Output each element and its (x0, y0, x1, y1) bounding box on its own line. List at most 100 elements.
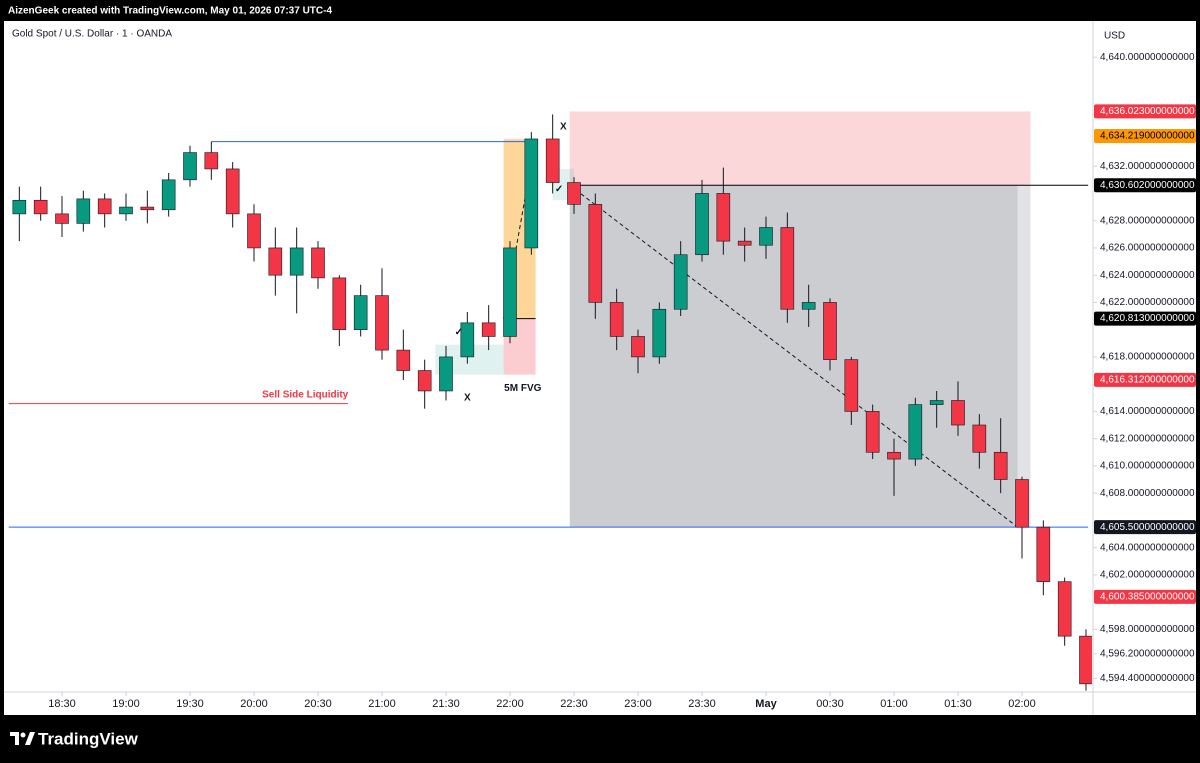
candle-body (439, 356, 453, 392)
price-label-bg (1094, 589, 1196, 604)
candle-body (55, 213, 69, 224)
x-tick-label: 19:30 (176, 698, 204, 710)
x-tick-label: 23:00 (624, 698, 652, 710)
candle-body (119, 206, 133, 215)
y-tick-label: 4,624.000000000000 (1100, 270, 1195, 281)
candle-body (908, 404, 923, 460)
chart-title: Gold Spot / U.S. Dollar · 1 · OANDA (12, 29, 172, 40)
annotation: ✓ (455, 327, 463, 338)
x-tick-label: May (755, 698, 777, 710)
price-label: 4,620.813000000000 (1100, 313, 1195, 324)
annotation: Sell Side Liquidity (262, 390, 349, 401)
x-tick-label: 01:00 (880, 698, 908, 710)
candle-body (353, 295, 368, 330)
zone (1017, 185, 1031, 528)
price-label: 4,600.385000000000 (1100, 591, 1195, 602)
price-label: 4,616.312000000000 (1100, 375, 1195, 386)
candle-body (823, 302, 837, 360)
chart-panel (4, 21, 1196, 715)
price-label-bg (1094, 311, 1196, 326)
candle-body (311, 247, 325, 279)
price-label: 4,630.602000000000 (1100, 180, 1195, 191)
y-tick-label: 4,632.000000000000 (1100, 161, 1195, 172)
price-label-bg (1094, 104, 1196, 119)
candle-body (417, 370, 432, 392)
y-tick-label: 4,640.000000000000 (1100, 52, 1195, 63)
price-label-bg (1094, 520, 1196, 535)
price-label-bg (1094, 178, 1196, 193)
candle-body (865, 411, 880, 453)
x-tick-label: 01:30 (944, 698, 972, 710)
candle-body (673, 254, 688, 310)
y-tick-label: 4,626.000000000000 (1100, 243, 1195, 254)
candle-body (12, 199, 27, 215)
x-tick-label: 23:30 (688, 698, 716, 710)
candle-body (268, 247, 283, 276)
candle-body (183, 152, 197, 181)
candle-body (289, 247, 304, 276)
y-tick-label: 4,598.000000000000 (1100, 624, 1195, 635)
logo-icon (25, 732, 35, 745)
candle-body (588, 204, 603, 303)
y-tick-label: 4,604.000000000000 (1100, 542, 1195, 553)
price-label: 4,605.500000000000 (1100, 522, 1195, 533)
candle-body (716, 193, 731, 242)
price-label: 4,636.023000000000 (1100, 106, 1195, 117)
candle-body (481, 322, 496, 337)
candle-body (887, 451, 901, 460)
candle-body (951, 400, 965, 426)
annotation: 5M FVG (504, 383, 541, 394)
y-axis-label: USD (1104, 31, 1125, 42)
y-tick-label: 4,594.400000000000 (1100, 673, 1195, 684)
candle-body (460, 322, 475, 358)
logo-icon (10, 732, 19, 745)
candle-body (929, 400, 944, 405)
brand: TradingView (38, 729, 139, 748)
x-tick-label: 19:00 (112, 698, 140, 710)
candle-body (503, 247, 517, 337)
candle-body (1057, 581, 1072, 637)
candle-body (993, 451, 1008, 480)
candle-body (545, 138, 560, 183)
x-tick-label: 18:30 (48, 698, 76, 710)
candle-body (375, 295, 389, 351)
x-tick-label: 00:30 (816, 698, 844, 710)
annotation: X (464, 392, 471, 403)
candle-body (1036, 526, 1051, 582)
zone (569, 111, 1031, 186)
y-tick-label: 4,618.000000000000 (1100, 352, 1195, 363)
candle-body (247, 213, 261, 249)
price-label-bg (1094, 372, 1196, 387)
candle-body (759, 227, 773, 246)
y-tick-label: 4,596.200000000000 (1100, 649, 1195, 660)
candle-body (161, 179, 176, 211)
x-tick-label: 21:00 (368, 698, 396, 710)
y-tick-label: 4,628.000000000000 (1100, 215, 1195, 226)
candle-body (609, 302, 624, 337)
candle-body (140, 206, 155, 211)
dashed-line (569, 184, 1019, 528)
candle-body (737, 240, 752, 246)
candle-body (97, 198, 112, 215)
candle-body (33, 199, 48, 215)
x-tick-label: 02:00 (1008, 698, 1036, 710)
candle-body (695, 193, 709, 256)
candle-body (396, 349, 411, 371)
candle-body (844, 359, 859, 412)
candle-body (972, 424, 987, 453)
candle-body (631, 336, 645, 358)
annotation: X (560, 121, 567, 132)
candle-body (1079, 635, 1092, 685)
candle-body (801, 302, 816, 310)
x-tick-label: 20:30 (304, 698, 332, 710)
logo-icon (20, 732, 26, 738)
y-tick-label: 4,614.000000000000 (1100, 406, 1195, 417)
plot: Sell Side Liquidity 5M FVG ✓ X ✓ X (8, 111, 1092, 691)
price-label: 4,634.219000000000 (1100, 131, 1195, 142)
credit: AizenGeek created with TradingView.com, … (8, 6, 332, 17)
logo: TradingView (10, 729, 139, 748)
candle-body (1015, 479, 1029, 528)
candle-body (780, 227, 795, 310)
